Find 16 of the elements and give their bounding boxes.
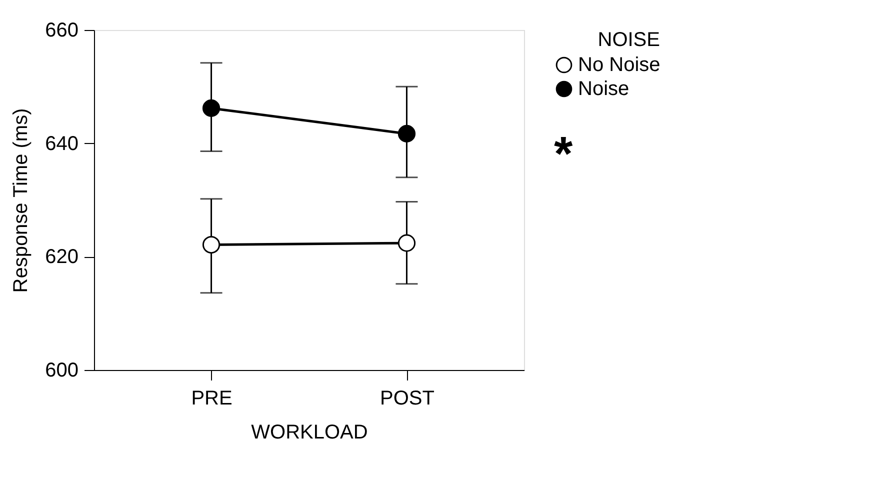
point	[202, 236, 220, 254]
legend-label: No Noise	[578, 54, 660, 76]
y-tick-label: 660	[45, 20, 78, 42]
y-axis-title: Response Time (ms)	[10, 108, 32, 293]
x-axis-title: WORKLOAD	[251, 422, 368, 444]
y-tick-label: 600	[45, 360, 78, 382]
legend-label: Noise	[578, 78, 630, 100]
legend-title: NOISE	[598, 29, 660, 51]
point	[398, 234, 416, 252]
text: *	[554, 128, 573, 182]
point	[398, 124, 416, 142]
point	[202, 99, 220, 117]
x-tick-label: PRE	[191, 388, 232, 410]
y-tick-label: 620	[45, 246, 78, 268]
x-tick-label: POST	[380, 388, 434, 410]
y-tick-label: 640	[45, 132, 78, 155]
